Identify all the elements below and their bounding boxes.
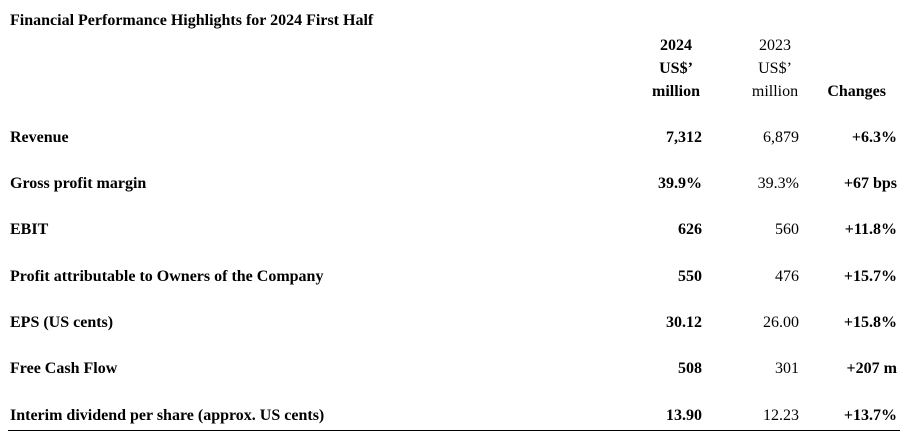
value-2024: 7,312 (666, 129, 702, 146)
value-2023: 301 (775, 360, 799, 377)
row-label: Profit attributable to Owners of the Com… (10, 268, 324, 285)
table-row: Gross profit margin 39.9% 39.3% +67 bps (0, 172, 909, 196)
column-header-unit: million (651, 83, 700, 100)
table-title: Financial Performance Highlights for 202… (10, 12, 374, 29)
table-row: Revenue 7,312 6,879 +6.3% (0, 126, 909, 150)
table-row: EPS (US cents) 30.12 26.00 +15.8% (0, 311, 909, 335)
row-label: Interim dividend per share (approx. US c… (10, 407, 325, 424)
table-bottom-rule (8, 430, 900, 431)
value-2023: 6,879 (763, 129, 799, 146)
column-header-changes: Changes (827, 83, 886, 100)
value-2023: 560 (775, 221, 799, 238)
value-2024: 13.90 (666, 407, 702, 424)
row-label: EPS (US cents) (10, 314, 114, 331)
value-2024: 550 (678, 268, 702, 285)
column-header-currency: US$’ (659, 60, 693, 77)
table-row: Interim dividend per share (approx. US c… (0, 404, 909, 428)
value-change: +6.3% (851, 129, 897, 146)
value-change: +15.7% (843, 268, 897, 285)
row-label: EBIT (10, 221, 49, 238)
value-change: +15.8% (843, 314, 897, 331)
value-change: +207 m (846, 360, 897, 377)
row-label: Free Cash Flow (10, 360, 118, 377)
value-change: +67 bps (843, 175, 897, 192)
table-row: EBIT 626 560 +11.8% (0, 218, 909, 242)
row-label: Revenue (10, 129, 69, 146)
column-header-unit: million (751, 83, 799, 100)
table-row: Free Cash Flow 508 301 +207 m (0, 357, 909, 381)
value-2023: 39.3% (757, 175, 799, 192)
value-2024: 508 (678, 360, 702, 377)
value-2024: 39.9% (658, 175, 702, 192)
value-2023: 12.23 (763, 407, 799, 424)
column-header-year: 2023 (759, 37, 791, 54)
table-row: Profit attributable to Owners of the Com… (0, 265, 909, 289)
value-2024: 626 (678, 221, 702, 238)
column-header-year: 2024 (660, 37, 692, 54)
column-header-2023: 2023 US$’ million (735, 34, 815, 103)
column-header-2024: 2024 US$’ million (636, 34, 716, 103)
value-change: +13.7% (843, 407, 897, 424)
value-2024: 30.12 (666, 314, 702, 331)
value-change: +11.8% (844, 221, 897, 238)
row-label: Gross profit margin (10, 175, 147, 192)
column-header-currency: US$’ (758, 60, 792, 77)
value-2023: 26.00 (763, 314, 799, 331)
value-2023: 476 (775, 268, 799, 285)
